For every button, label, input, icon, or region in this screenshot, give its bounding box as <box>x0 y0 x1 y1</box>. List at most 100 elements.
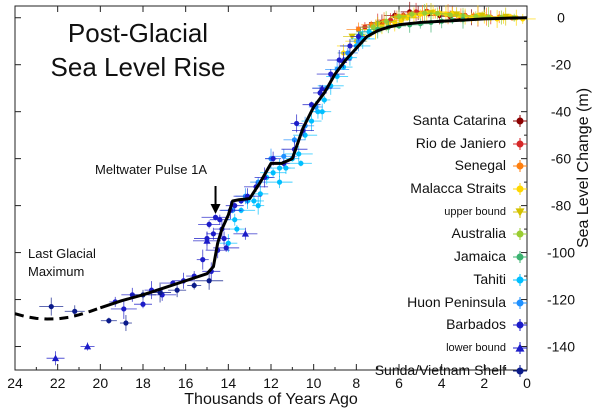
legend-item: Sunda/Vietnam Shelf <box>330 360 530 383</box>
y-tick-label: -60 <box>551 151 571 167</box>
data-point <box>206 278 212 284</box>
legend-marker <box>513 364 527 377</box>
legend-label: Malacca Straits <box>410 180 506 197</box>
legend-item: Jamaica <box>330 246 530 269</box>
legend-item: Senegal <box>330 155 530 178</box>
data-point <box>355 26 362 33</box>
data-point <box>206 221 212 227</box>
data-point <box>83 342 92 350</box>
data-point <box>121 306 127 312</box>
data-point <box>212 214 219 220</box>
x-tick-label: 4 <box>438 375 446 391</box>
legend-marker <box>513 251 527 264</box>
annotation-arrow-head <box>210 204 221 214</box>
x-tick-label: 24 <box>7 375 23 391</box>
data-point <box>257 191 263 197</box>
legend-item: Malacca Straits <box>330 178 530 201</box>
y-tick-label: -40 <box>551 104 571 120</box>
data-point <box>203 237 211 244</box>
chart-title-line-2: Sea Level Rise <box>50 52 226 82</box>
data-point <box>232 203 238 209</box>
data-point <box>106 318 112 324</box>
legend-label: Sunda/Vietnam Shelf <box>374 361 506 378</box>
data-point <box>383 18 389 24</box>
y-tick-label: -100 <box>547 245 575 261</box>
data-point <box>123 320 129 326</box>
legend-label: Huon Peninsula <box>407 293 506 310</box>
data-point <box>51 354 60 362</box>
x-tick-label: 18 <box>135 375 151 391</box>
x-tick-label: 20 <box>93 375 109 391</box>
data-point <box>319 109 325 115</box>
legend-marker <box>513 296 527 309</box>
y-tick-label: 0 <box>557 10 565 26</box>
data-point <box>276 179 283 185</box>
data-point <box>298 160 304 166</box>
legend-label: Jamaica <box>453 248 506 265</box>
data-point <box>270 170 276 176</box>
data-point <box>223 245 229 251</box>
y-tick-label: -80 <box>551 198 571 214</box>
legend-label: upper bound <box>444 205 506 218</box>
y-axis-label: Sea Level Change (m) <box>575 88 592 248</box>
data-point <box>321 97 327 103</box>
data-point <box>234 226 240 232</box>
chart-title-line-1: Post-Glacial <box>67 18 209 48</box>
data-point <box>478 12 486 19</box>
data-point <box>191 282 197 289</box>
data-point <box>174 287 180 293</box>
legend-marker <box>513 341 527 354</box>
data-point <box>318 84 326 92</box>
data-point <box>370 24 376 30</box>
data-point <box>251 198 257 204</box>
data-point <box>72 308 78 314</box>
data-point <box>225 240 231 246</box>
data-point <box>221 235 227 242</box>
x-tick-label: 10 <box>306 375 322 391</box>
annotation-last-glacial: Last Glacial <box>28 246 96 261</box>
legend-marker <box>513 183 527 196</box>
legend-label: Barbados <box>446 316 506 333</box>
data-point <box>328 71 334 77</box>
legend-marker <box>513 273 527 286</box>
legend-marker <box>513 319 527 332</box>
data-point <box>291 137 298 143</box>
legend-item: Australia <box>330 223 530 246</box>
legend-item: Barbados <box>330 314 530 337</box>
x-tick-label: 2 <box>480 375 488 391</box>
data-point <box>270 156 276 162</box>
legend-item: upper bound <box>330 201 530 224</box>
data-point <box>447 12 453 18</box>
legend-marker <box>513 137 527 150</box>
x-tick-label: 6 <box>395 375 403 391</box>
x-tick-label: 8 <box>352 375 360 391</box>
legend-marker <box>513 205 527 218</box>
annotation-meltwater-pulse: Meltwater Pulse 1A <box>95 162 207 177</box>
legend-marker <box>513 228 527 241</box>
data-point <box>48 303 54 310</box>
data-point <box>255 203 261 209</box>
legend-item: Huon Peninsula <box>330 292 530 315</box>
data-point <box>281 153 287 159</box>
legend-marker <box>513 115 527 127</box>
x-tick-label: 22 <box>50 375 66 391</box>
data-point <box>434 10 440 17</box>
data-point <box>473 13 479 19</box>
data-point <box>308 118 315 124</box>
y-tick-label: -140 <box>547 339 575 355</box>
data-point <box>140 301 146 307</box>
data-point <box>283 165 289 171</box>
legend-item: Rio de Janiero <box>330 133 530 156</box>
legend-label: Senegal <box>454 157 506 174</box>
data-point <box>296 151 302 157</box>
x-axis-label: Thousands of Years Ago <box>184 391 358 408</box>
y-tick-label: -20 <box>551 57 571 73</box>
legend-item: Tahiti <box>330 269 530 292</box>
legend-label: lower bound <box>446 341 506 354</box>
legend-label: Australia <box>451 225 506 242</box>
chart-legend: Santa Catarina Rio de Janiero Senegal Malac… <box>330 110 530 382</box>
data-point <box>241 230 249 237</box>
data-point <box>409 11 415 17</box>
